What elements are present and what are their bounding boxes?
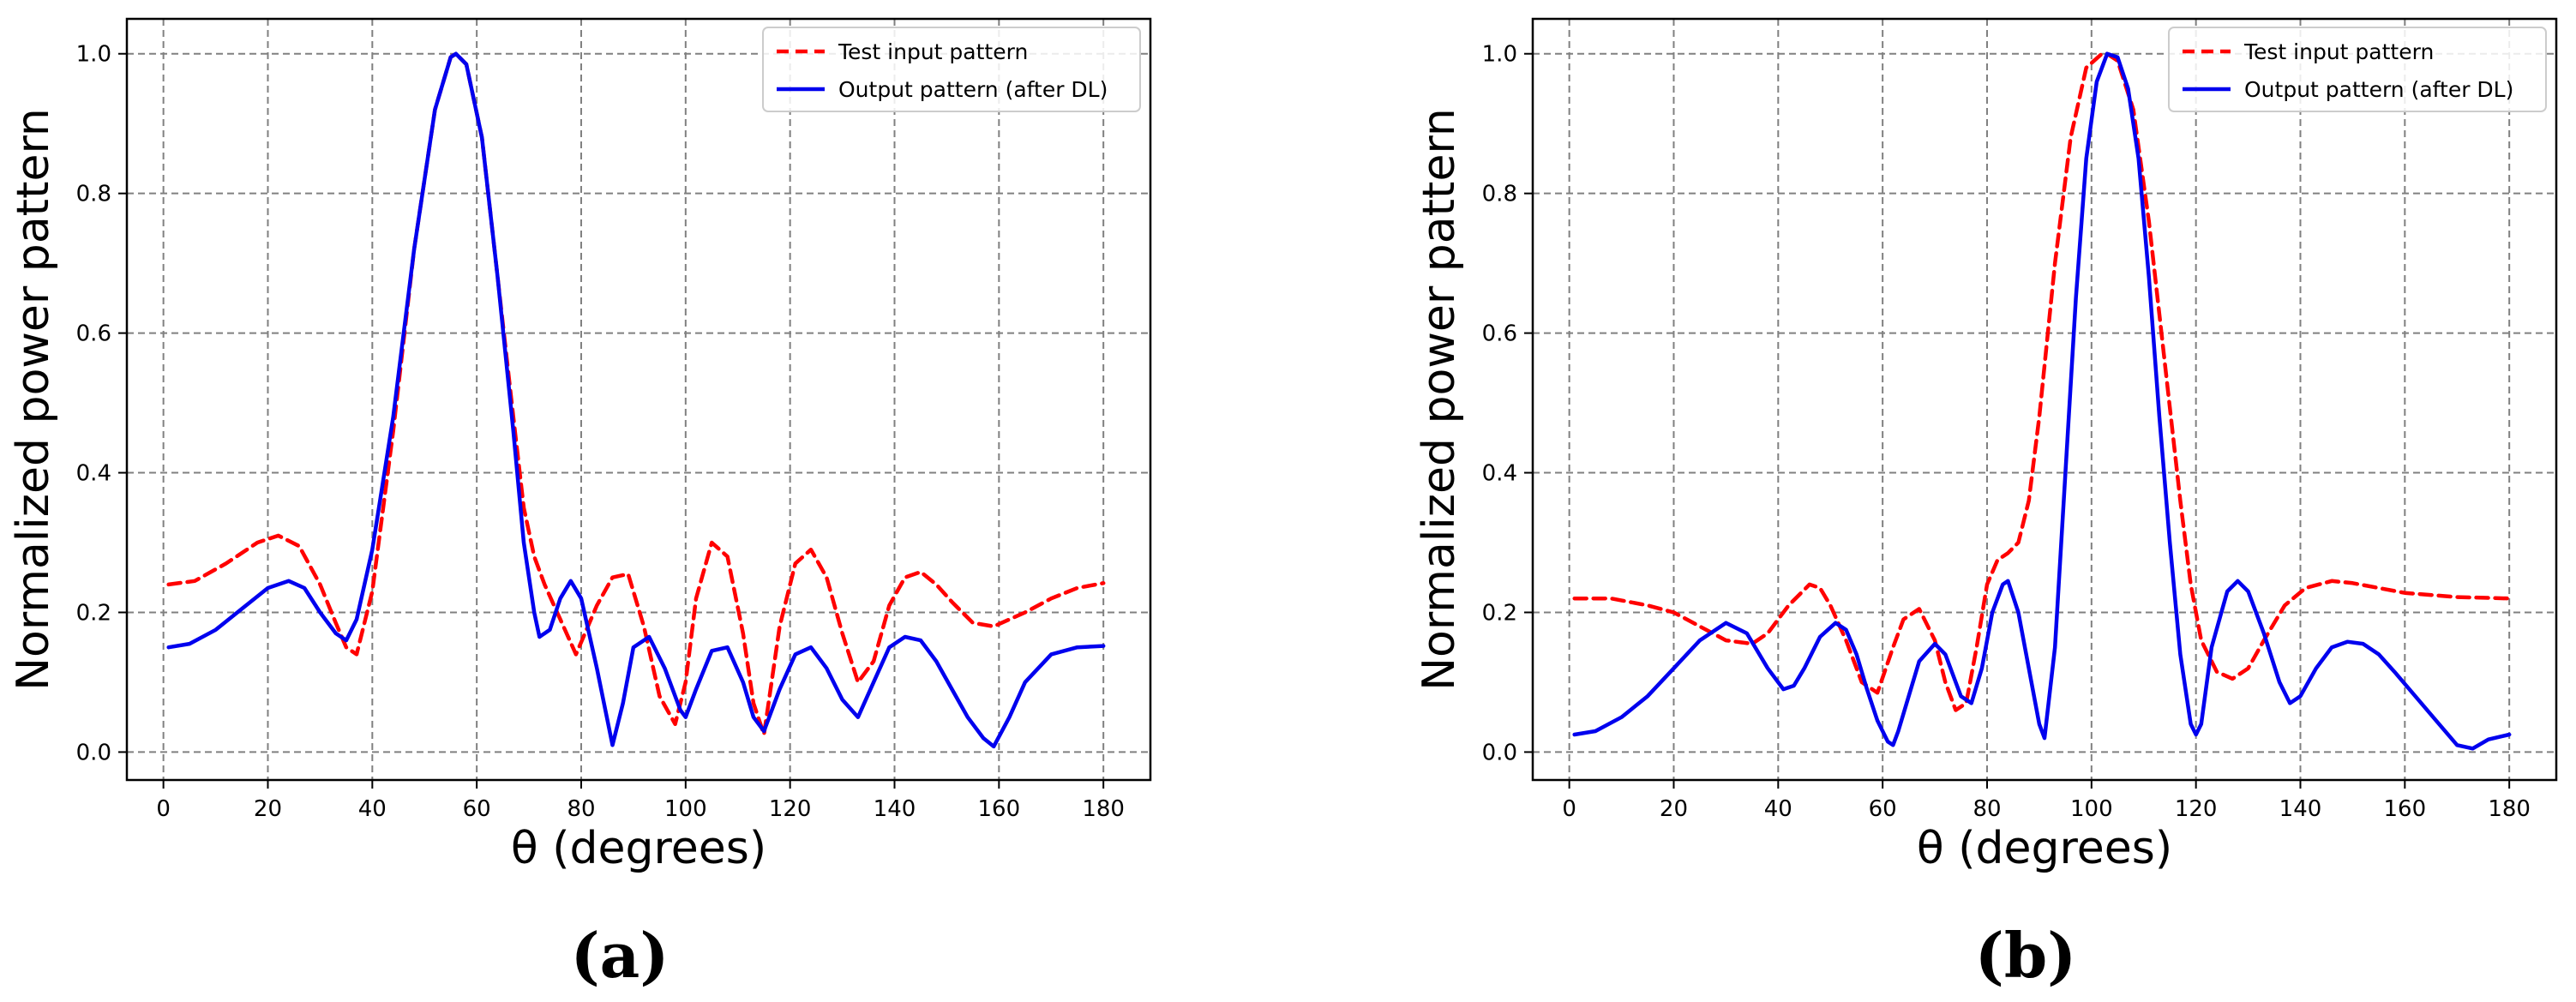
y-axis-label: Normalized power pattern [1414,108,1465,691]
y-tick-label: 0.8 [76,182,111,207]
x-tick-label: 60 [1869,796,1897,822]
legend: Test input pattern Output pattern (after … [762,27,1141,112]
y-tick-label: 1.0 [1482,42,1517,68]
axes-frame [1531,17,2558,782]
y-tick-label: 0.6 [76,321,111,347]
x-tick-label: 0 [1562,796,1576,822]
x-tick-label: 40 [1764,796,1792,822]
legend: Test input pattern Output pattern (after … [2168,27,2547,112]
x-axis-label: θ (degrees) [511,823,766,874]
y-tick-label: 0.6 [1482,321,1517,347]
x-tick-label: 100 [2070,796,2113,822]
legend-label-output: Output pattern (after DL) [838,77,1108,102]
y-tick-label: 0.0 [1482,740,1517,765]
x-tick-label: 40 [358,796,387,822]
y-tick-label: 0.4 [1482,461,1517,487]
y-tick-label: 0.4 [76,461,111,487]
legend-label-output: Output pattern (after DL) [2244,77,2513,102]
caption-a: (a) [571,919,670,992]
x-tick-label: 160 [2384,796,2427,822]
series-line-output [166,51,1106,749]
legend-box [762,27,1141,112]
y-tick-label: 0.2 [1482,600,1517,626]
series-line-test-input [1572,51,2512,712]
panel-b: 0 20 40 60 80 100 120 140 160 180 0.0 0.2 0.4 0.6 0.8 1… [1414,17,2558,992]
x-tick-label: 20 [1660,796,1688,822]
axes-frame [125,17,1152,782]
plot-area-b: 0 20 40 60 80 100 120 140 160 180 0.0 0.2 0.4 0.6 0.8 1… [1414,17,2558,874]
legend-label-test-input: Test input pattern [2243,39,2434,64]
legend-box [2168,27,2547,112]
legend-label-test-input: Test input pattern [838,39,1028,64]
series-line-output [1572,51,2512,751]
panel-a: 0 20 40 60 80 100 120 140 160 180 0.0 0.2 0.4 0.6 0.8 1… [8,17,1152,992]
x-axis-label: θ (degrees) [1917,823,2172,874]
x-tick-label: 160 [978,796,1021,822]
x-tick-label: 80 [1973,796,2001,822]
y-tick-label: 0.0 [76,740,111,765]
y-axis-label: Normalized power pattern [8,108,59,691]
x-tick-label: 180 [1082,796,1125,822]
x-tick-label: 100 [664,796,707,822]
x-tick-label: 0 [156,796,171,822]
x-tick-label: 140 [2279,796,2322,822]
x-tick-label: 120 [769,796,812,822]
y-tick-label: 0.2 [76,600,111,626]
x-tick-label: 60 [463,796,491,822]
x-tick-label: 180 [2488,796,2531,822]
x-tick-label: 20 [254,796,282,822]
y-tick-label: 1.0 [76,42,111,68]
caption-b: (b) [1975,919,2076,992]
x-tick-label: 120 [2175,796,2218,822]
series-line-test-input [166,51,1106,737]
plot-area-a: 0 20 40 60 80 100 120 140 160 180 0.0 0.2 0.4 0.6 0.8 1… [8,17,1152,874]
x-tick-label: 140 [874,796,916,822]
x-tick-label: 80 [567,796,595,822]
y-tick-label: 0.8 [1482,182,1517,207]
